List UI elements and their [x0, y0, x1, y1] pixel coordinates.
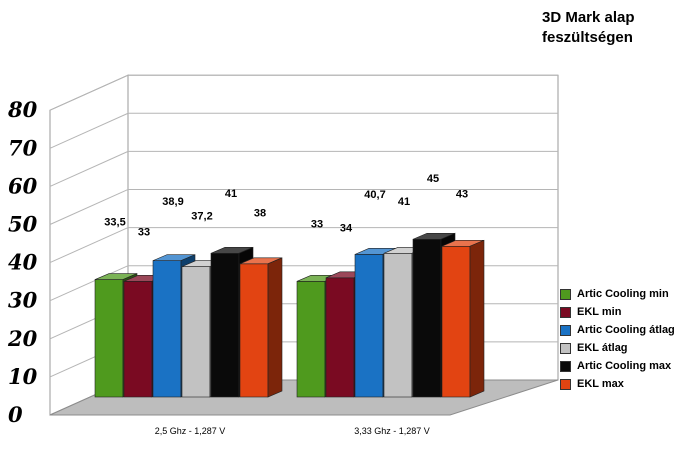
- data-label: 45: [427, 173, 439, 185]
- legend-item: EKL max: [560, 375, 675, 393]
- x-tick-label: 2,5 Ghz - 1,287 V: [155, 426, 226, 436]
- grid-line: [49, 150, 558, 187]
- y-tick-label: 30: [8, 288, 38, 313]
- bar-front: [239, 263, 269, 398]
- bar-front: [441, 245, 471, 398]
- grid-line: [49, 74, 558, 111]
- legend-swatch: [560, 306, 571, 318]
- data-label: 33: [311, 218, 323, 230]
- y-tick-label: 0: [8, 402, 23, 427]
- legend-label: EKL átlag: [577, 342, 628, 354]
- bar-front: [181, 266, 211, 398]
- bar-side: [469, 239, 485, 398]
- legend-swatch: [560, 378, 571, 390]
- data-label: 38,9: [162, 196, 183, 208]
- bar-side: [267, 257, 283, 398]
- bar-front: [152, 260, 182, 398]
- grid-line: [49, 189, 558, 225]
- data-label: 40,7: [364, 189, 385, 201]
- bar-front: [354, 254, 384, 398]
- data-label: 38: [254, 207, 266, 219]
- data-label: 41: [398, 196, 410, 208]
- bar-front: [383, 252, 413, 398]
- legend-item: Artic Cooling átlag: [560, 321, 675, 339]
- legend-item: Artic Cooling max: [560, 357, 675, 375]
- bar-front: [296, 281, 326, 398]
- data-label: 37,2: [191, 210, 212, 222]
- data-label: 33,5: [104, 217, 125, 229]
- x-tick-label: 3,33 Ghz - 1,287 V: [354, 426, 430, 436]
- x-axis-labels: 2,5 Ghz - 1,287 V 3,33 Ghz - 1,287 V: [155, 426, 430, 436]
- y-axis-ticks: 0 10 20 30 40 50 60 70 80: [7, 97, 38, 427]
- y-tick-label: 50: [8, 212, 38, 237]
- y-tick-label: 40: [8, 250, 38, 275]
- data-labels: 33,5 33 38,9 37,2 41 38 33 34 40,7 41 45 43: [104, 173, 468, 239]
- y-tick-label: 70: [8, 135, 38, 160]
- legend-label: Artic Cooling átlag: [577, 324, 675, 336]
- legend-item: Artic Cooling min: [560, 285, 675, 303]
- y-tick-label: 80: [7, 97, 38, 122]
- legend-label: EKL max: [577, 378, 624, 390]
- legend-item: EKL min: [560, 303, 675, 321]
- legend: Artic Cooling min EKL min Artic Cooling …: [560, 285, 675, 393]
- grid-line: [49, 112, 558, 149]
- data-label: 33: [138, 226, 150, 238]
- legend-swatch: [560, 360, 571, 372]
- bar-front: [412, 238, 442, 398]
- bar: [239, 257, 283, 398]
- grid-line: [49, 227, 558, 264]
- bar-front: [94, 279, 124, 398]
- data-label: 41: [225, 188, 237, 200]
- chart-title: 3D Mark alap feszültségen: [542, 9, 635, 46]
- legend-swatch: [560, 324, 571, 336]
- legend-label: EKL min: [577, 306, 622, 318]
- bar-front: [325, 277, 355, 398]
- legend-swatch: [560, 342, 571, 354]
- bar-front: [210, 252, 240, 398]
- legend-item: EKL átlag: [560, 339, 675, 357]
- legend-swatch: [560, 288, 571, 300]
- bar: [441, 239, 485, 398]
- y-tick-label: 20: [7, 326, 38, 351]
- data-label: 34: [340, 223, 353, 235]
- y-tick-label: 10: [8, 364, 38, 389]
- legend-label: Artic Cooling max: [577, 360, 672, 372]
- bar-front: [123, 281, 153, 398]
- y-tick-label: 60: [8, 173, 38, 198]
- data-label: 43: [456, 188, 468, 200]
- bars: [94, 232, 485, 398]
- legend-label: Artic Cooling min: [577, 288, 669, 300]
